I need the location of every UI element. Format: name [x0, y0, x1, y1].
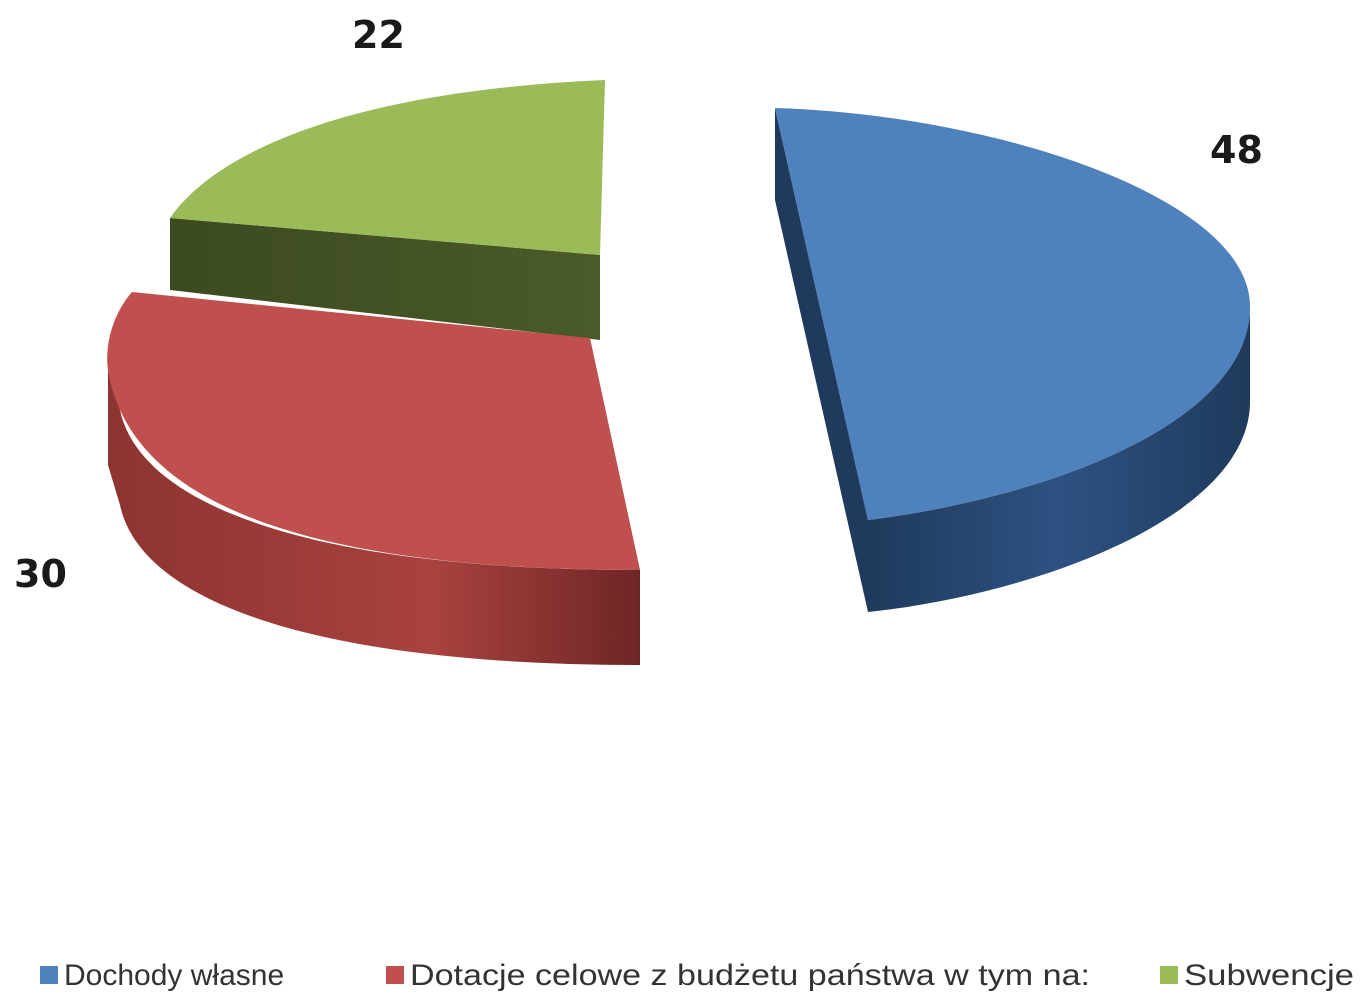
legend-item-dotacje-celowe: Dotacje celowe z budżetu państwa w tym n… [386, 959, 1090, 992]
slice-dochody-wlasne-side [775, 108, 868, 612]
slice-dotacje-celowe-side [108, 370, 120, 505]
slice-dotacje-celowe-rim [120, 410, 640, 665]
data-label-subwencje: 22 [352, 13, 405, 57]
legend-label-dochody-wlasne: Dochody własne [64, 959, 284, 992]
slice-dochody-wlasne [775, 108, 1251, 612]
slice-dochody-wlasne-top [775, 108, 1251, 520]
legend: Dochody własne Dotacje celowe z budżetu … [40, 959, 1354, 992]
legend-swatch-dotacje-celowe [386, 966, 404, 984]
legend-label-subwencje: Subwencje [1184, 959, 1354, 992]
slice-dochody-wlasne-rim [868, 310, 1250, 612]
slice-dotacje-celowe-top [107, 292, 641, 570]
legend-swatch-dochody-wlasne [40, 966, 58, 984]
slice-dotacje-celowe [107, 292, 641, 665]
legend-label-dotacje-celowe: Dotacje celowe z budżetu państwa w tym n… [410, 959, 1090, 992]
legend-item-dochody-wlasne: Dochody własne [40, 959, 284, 992]
pie-slices [107, 80, 1251, 665]
data-label-dochody-wlasne: 48 [1210, 128, 1263, 172]
slice-subwencje-top [170, 80, 605, 255]
slice-subwencje-side [170, 218, 600, 340]
slice-subwencje [170, 80, 605, 340]
data-label-dotacje-celowe: 30 [14, 552, 67, 596]
legend-swatch-subwencje [1160, 966, 1178, 984]
legend-item-subwencje: Subwencje [1160, 959, 1354, 992]
